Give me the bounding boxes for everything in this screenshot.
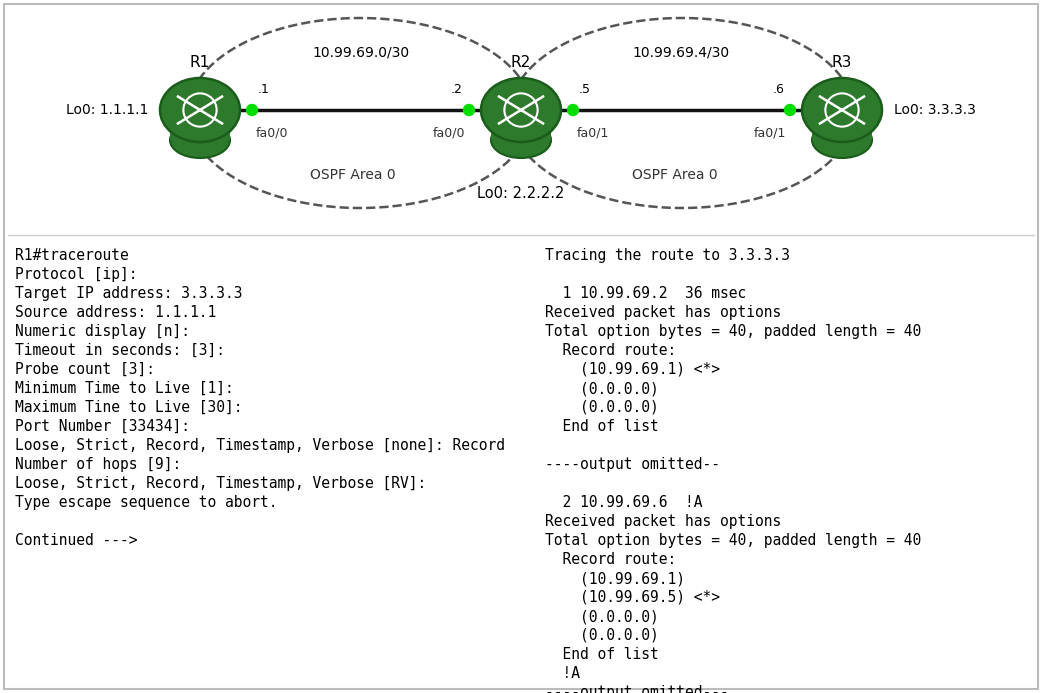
Text: .6: .6 <box>772 83 784 96</box>
Text: Minimum Time to Live [1]:: Minimum Time to Live [1]: <box>15 381 233 396</box>
Text: fa0/0: fa0/0 <box>256 126 289 139</box>
Text: Total option bytes = 40, padded length = 40: Total option bytes = 40, padded length =… <box>545 324 921 339</box>
Text: (0.0.0.0): (0.0.0.0) <box>545 628 659 643</box>
Text: (10.99.69.5) <*>: (10.99.69.5) <*> <box>545 590 720 605</box>
Ellipse shape <box>812 122 872 158</box>
Text: End of list: End of list <box>545 647 659 662</box>
Ellipse shape <box>481 78 561 142</box>
Text: Total option bytes = 40, padded length = 40: Total option bytes = 40, padded length =… <box>545 533 921 548</box>
Text: .5: .5 <box>579 83 591 96</box>
Text: Probe count [3]:: Probe count [3]: <box>15 362 155 377</box>
Text: Timeout in seconds: [3]:: Timeout in seconds: [3]: <box>15 343 225 358</box>
Ellipse shape <box>491 122 551 158</box>
Text: ----output omitted---: ----output omitted--- <box>545 685 728 693</box>
Text: Record route:: Record route: <box>545 552 676 567</box>
Ellipse shape <box>802 78 882 142</box>
Text: Protocol [ip]:: Protocol [ip]: <box>15 267 138 282</box>
Text: Tracing the route to 3.3.3.3: Tracing the route to 3.3.3.3 <box>545 248 790 263</box>
Circle shape <box>568 105 578 116</box>
Text: Lo0: 2.2.2.2: Lo0: 2.2.2.2 <box>477 186 565 201</box>
Bar <box>812 110 872 140</box>
Text: Lo0: 3.3.3.3: Lo0: 3.3.3.3 <box>894 103 976 117</box>
Circle shape <box>785 105 795 116</box>
Text: fa0/1: fa0/1 <box>577 126 610 139</box>
Text: Loose, Strict, Record, Timestamp, Verbose [none]: Record: Loose, Strict, Record, Timestamp, Verbos… <box>15 438 505 453</box>
Text: Continued --->: Continued ---> <box>15 533 138 548</box>
Text: Target IP address: 3.3.3.3: Target IP address: 3.3.3.3 <box>15 286 243 301</box>
Text: !A: !A <box>545 666 580 681</box>
Text: R3: R3 <box>832 55 852 70</box>
Text: Loose, Strict, Record, Timestamp, Verbose [RV]:: Loose, Strict, Record, Timestamp, Verbos… <box>15 476 426 491</box>
Text: Received packet has options: Received packet has options <box>545 305 782 320</box>
Bar <box>170 110 230 140</box>
Text: (10.99.69.1) <*>: (10.99.69.1) <*> <box>545 362 720 377</box>
Text: Lo0: 1.1.1.1: Lo0: 1.1.1.1 <box>66 103 148 117</box>
Text: OSPF Area 0: OSPF Area 0 <box>632 168 718 182</box>
Text: R1#traceroute: R1#traceroute <box>15 248 129 263</box>
Text: OSPF Area 0: OSPF Area 0 <box>311 168 396 182</box>
Text: 10.99.69.0/30: 10.99.69.0/30 <box>312 46 410 60</box>
Text: fa0/0: fa0/0 <box>432 126 465 139</box>
Text: 1 10.99.69.2  36 msec: 1 10.99.69.2 36 msec <box>545 286 746 301</box>
Text: fa0/1: fa0/1 <box>753 126 786 139</box>
Text: Source address: 1.1.1.1: Source address: 1.1.1.1 <box>15 305 217 320</box>
Text: (10.99.69.1): (10.99.69.1) <box>545 571 685 586</box>
Text: Numeric display [n]:: Numeric display [n]: <box>15 324 190 339</box>
Ellipse shape <box>170 122 230 158</box>
Text: R2: R2 <box>511 55 531 70</box>
Text: Number of hops [9]:: Number of hops [9]: <box>15 457 181 472</box>
Text: R1: R1 <box>190 55 210 70</box>
Bar <box>491 110 551 140</box>
Text: ----output omitted--: ----output omitted-- <box>545 457 720 472</box>
Text: Maximum Tine to Live [30]:: Maximum Tine to Live [30]: <box>15 400 243 415</box>
FancyBboxPatch shape <box>4 4 1038 689</box>
Text: (0.0.0.0): (0.0.0.0) <box>545 381 659 396</box>
Text: Port Number [33434]:: Port Number [33434]: <box>15 419 190 434</box>
Ellipse shape <box>160 78 240 142</box>
Text: End of list: End of list <box>545 419 659 434</box>
Text: (0.0.0.0): (0.0.0.0) <box>545 609 659 624</box>
Text: Received packet has options: Received packet has options <box>545 514 782 529</box>
Text: .2: .2 <box>451 83 463 96</box>
Circle shape <box>464 105 474 116</box>
Text: (0.0.0.0): (0.0.0.0) <box>545 400 659 415</box>
Circle shape <box>247 105 257 116</box>
Text: Type escape sequence to abort.: Type escape sequence to abort. <box>15 495 277 510</box>
Text: 2 10.99.69.6  !A: 2 10.99.69.6 !A <box>545 495 702 510</box>
Text: Record route:: Record route: <box>545 343 676 358</box>
Text: 10.99.69.4/30: 10.99.69.4/30 <box>632 46 730 60</box>
Text: .1: .1 <box>258 83 270 96</box>
